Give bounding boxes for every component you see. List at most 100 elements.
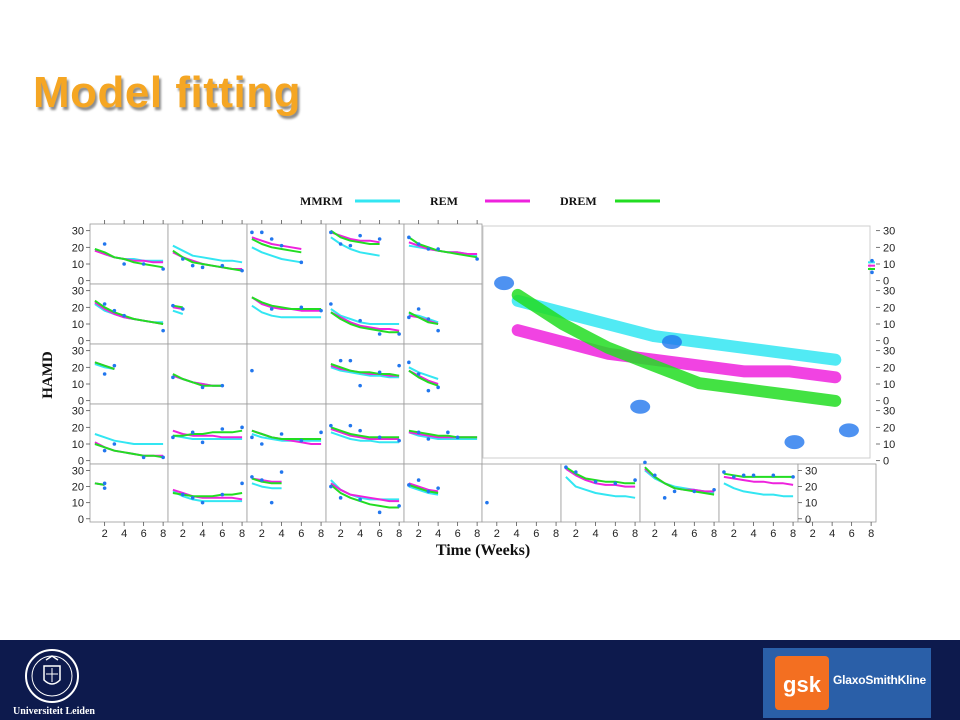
y-tick-label: 20 [72,362,84,374]
legend-label-rem: REM [430,194,458,208]
observed-point [102,448,107,453]
observed-point [358,497,362,502]
observed-point [377,510,382,515]
observed-point [436,486,440,490]
x-tick-label: 8 [474,528,480,540]
y-tick-label: 20 [72,302,84,314]
series-line-rem [251,236,302,250]
x-tick-label: 6 [298,528,304,540]
observed-point [564,465,568,470]
panel-frame [89,343,169,405]
y-tick-label-right: 30 [883,226,895,238]
observed-point [348,243,353,248]
y-tick-label: 0 [78,456,84,468]
x-tick-label: 6 [533,528,539,540]
series-line-mmrm [251,246,302,264]
x-tick-label: 2 [102,528,108,540]
observed-point [732,475,736,479]
series-line-drem [408,369,439,387]
detail-observed-point [784,435,805,450]
observed-point [250,368,254,373]
x-tick-label: 6 [455,528,461,540]
legend-label-drem: DREM [560,194,597,208]
x-tick-label: 8 [318,528,324,540]
y-tick-label-right: 0 [805,514,811,526]
stub-observed-point [870,270,874,275]
panel-frame [403,283,483,345]
observed-point [358,233,362,238]
series-line-drem [330,311,400,334]
series-line-drem [251,296,322,310]
observed-point [446,430,450,435]
observed-point [348,358,353,363]
y-tick-label-right: 0 [883,456,889,468]
observed-point [722,470,726,474]
panel-frame [167,343,248,405]
series-line-mmrm [565,476,636,499]
y-tick-label-right: 0 [883,336,889,348]
observed-point [358,428,362,433]
observed-point [662,496,667,500]
y-tick-label: 30 [72,226,84,238]
x-tick-label: 4 [514,528,520,540]
x-tick-label: 2 [180,528,186,540]
observed-point [436,328,440,333]
observed-point [751,473,756,478]
x-tick-label: 6 [691,528,697,540]
observed-point [338,242,343,246]
observed-point [200,385,205,390]
observed-point [102,242,107,246]
observed-point [279,470,284,474]
observed-point [436,385,440,390]
y-tick-label-right: 30 [805,465,817,477]
observed-point [426,247,431,251]
observed-point [338,496,343,500]
x-tick-label: 4 [357,528,363,540]
series-line-mmrm [172,490,243,503]
observed-point [279,432,284,436]
chart-legend: MMRM REM DREM [300,194,660,208]
observed-point [102,372,107,376]
series-line-drem [330,484,400,509]
observed-point [260,230,264,235]
observed-point [161,267,165,271]
observed-point [200,500,205,505]
observed-point [260,442,264,446]
university-name: Universiteit Leiden [13,706,95,717]
sponsor-logo-box: gsk GlaxoSmithKline [763,648,931,718]
observed-point [397,504,401,508]
observed-point [250,475,254,479]
y-tick-label: 0 [78,514,84,526]
x-tick-label: 2 [731,528,737,540]
observed-point [220,263,225,268]
sponsor-name: GlaxoSmithKline [833,673,927,687]
observed-point [377,435,382,440]
panel-frame [246,343,327,405]
observed-point [190,496,195,500]
y-tick-label-right: 30 [883,286,895,298]
observed-point [141,262,146,266]
series-line-drem [172,249,243,272]
y-tick-label: 10 [72,259,84,271]
observed-point [358,383,362,388]
observed-point [377,237,382,241]
observed-point [426,388,431,393]
y-tick-label: 10 [72,379,84,391]
series-line-mmrm [172,309,184,315]
series-line-mmrm [330,236,380,257]
y-tick-label-right: 30 [883,346,895,358]
series-line-drem [330,426,400,439]
series-line-mmrm [251,304,322,319]
series-line-rem [172,488,243,501]
observed-point [426,437,431,441]
panel-frame [167,223,248,285]
observed-point [485,500,489,505]
observed-point [416,242,421,246]
observed-point [358,318,362,323]
observed-point [407,360,411,365]
observed-point [102,486,107,490]
observed-point [329,484,333,489]
observed-point [692,489,697,494]
